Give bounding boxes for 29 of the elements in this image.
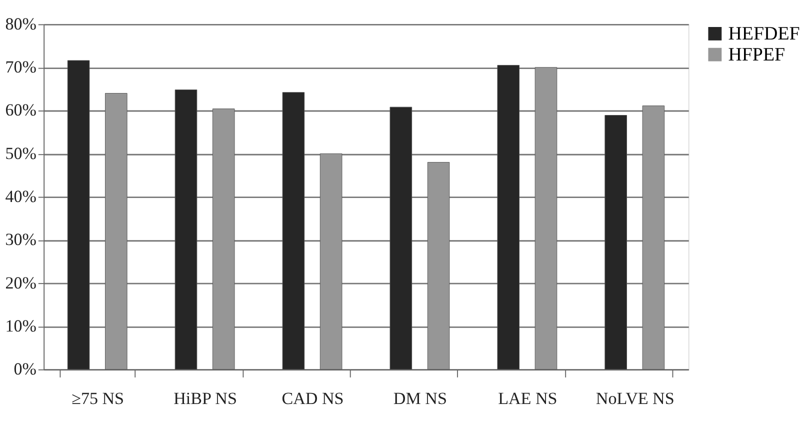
y-tick-label: 40%	[5, 187, 37, 206]
bar	[390, 106, 412, 370]
bar	[67, 60, 90, 370]
x-tick-label: DM NS	[393, 388, 447, 408]
bar	[427, 162, 450, 370]
y-tick-label: 60%	[5, 100, 37, 120]
y-tick-label: 20%	[5, 273, 37, 292]
y-tick-label: 0%	[14, 360, 37, 379]
bar	[642, 106, 665, 370]
bar	[282, 92, 305, 370]
y-tick-label: 30%	[5, 230, 37, 250]
bar	[320, 153, 342, 370]
x-tick-label: NoLVE NS	[596, 388, 674, 408]
y-tick-label: 70%	[5, 58, 37, 77]
legend-label: HEFDEF	[728, 23, 800, 44]
x-tick-label: HiBP NS	[174, 388, 237, 408]
x-tick-label: LAE NS	[498, 388, 558, 408]
bar	[534, 67, 558, 370]
x-tick-label: ≥75 NS	[72, 388, 124, 408]
legend-label: HFPEF	[728, 44, 786, 66]
bar	[212, 108, 235, 370]
bar	[174, 90, 198, 370]
x-tick-label: CAD NS	[282, 388, 344, 408]
bar	[604, 115, 627, 370]
y-tick-label: 10%	[5, 316, 37, 336]
bar	[497, 64, 520, 370]
y-tick-label: 50%	[5, 144, 37, 163]
y-tick-label: 80%	[5, 14, 37, 34]
bar	[105, 93, 128, 370]
